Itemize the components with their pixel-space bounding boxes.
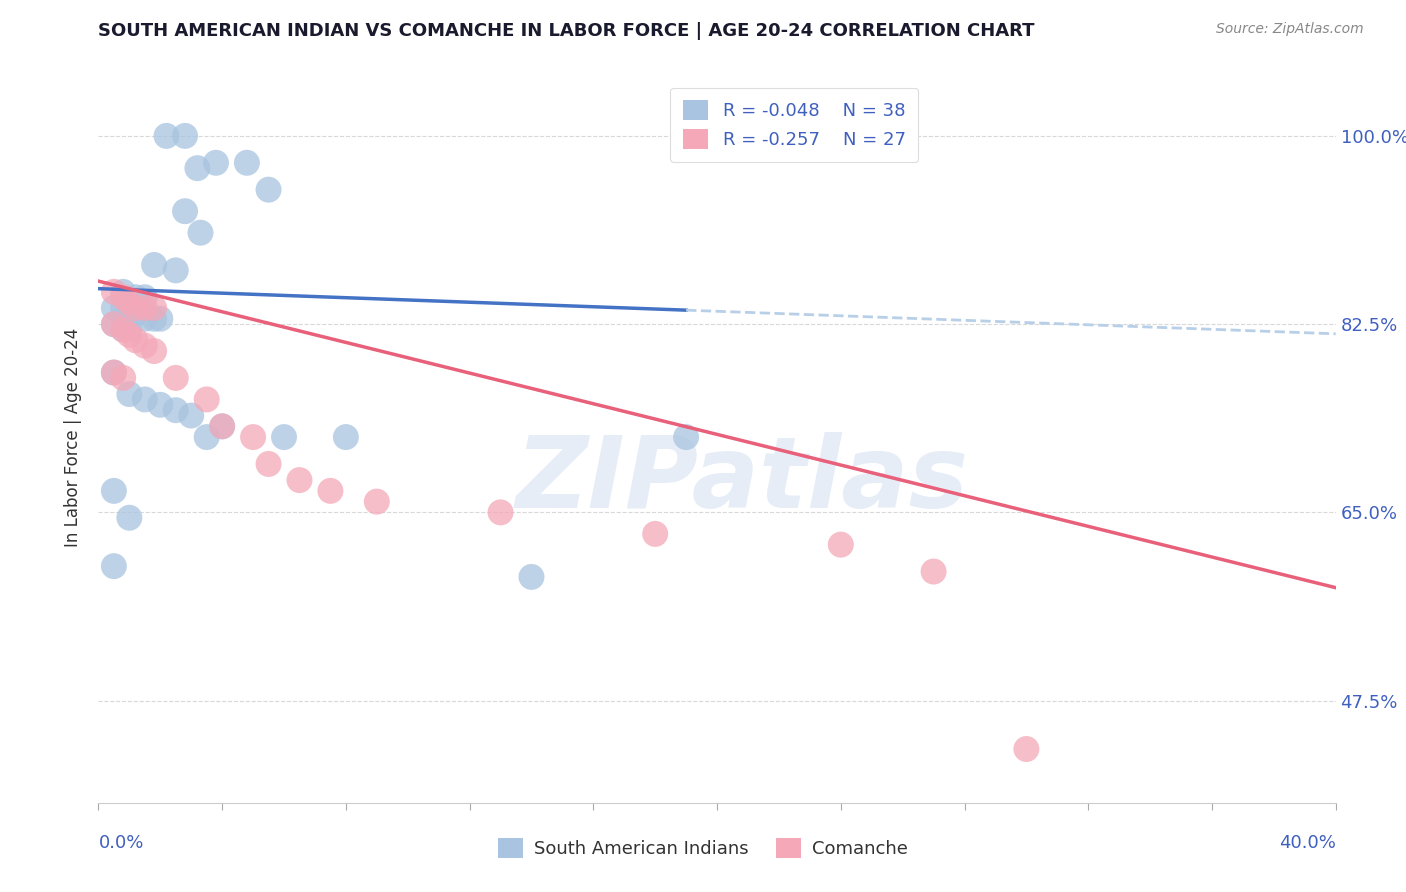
Point bbox=[143, 301, 166, 315]
Text: SOUTH AMERICAN INDIAN VS COMANCHE IN LABOR FORCE | AGE 20-24 CORRELATION CHART: SOUTH AMERICAN INDIAN VS COMANCHE IN LAB… bbox=[98, 22, 1035, 40]
Point bbox=[165, 403, 187, 417]
Point bbox=[273, 430, 295, 444]
Point bbox=[211, 419, 233, 434]
Point bbox=[118, 322, 141, 336]
Point bbox=[520, 570, 543, 584]
Point bbox=[103, 317, 125, 331]
Legend: South American Indians, Comanche: South American Indians, Comanche bbox=[491, 830, 915, 865]
Point bbox=[149, 311, 172, 326]
Point bbox=[257, 457, 280, 471]
Text: 40.0%: 40.0% bbox=[1279, 834, 1336, 852]
Point bbox=[112, 285, 135, 299]
Point bbox=[118, 327, 141, 342]
Point bbox=[124, 333, 146, 347]
Point bbox=[134, 392, 156, 407]
Point bbox=[489, 505, 512, 519]
Point bbox=[143, 344, 166, 359]
Point bbox=[675, 430, 697, 444]
Point bbox=[155, 128, 177, 143]
Point bbox=[103, 317, 125, 331]
Point bbox=[922, 565, 945, 579]
Point bbox=[165, 371, 187, 385]
Point bbox=[211, 419, 233, 434]
Point bbox=[644, 527, 666, 541]
Point bbox=[112, 322, 135, 336]
Point bbox=[165, 263, 187, 277]
Point bbox=[134, 311, 156, 326]
Point bbox=[134, 290, 156, 304]
Point bbox=[112, 322, 135, 336]
Point bbox=[124, 301, 146, 315]
Text: ZIPatlas: ZIPatlas bbox=[515, 433, 969, 530]
Legend: R = -0.048    N = 38, R = -0.257    N = 27: R = -0.048 N = 38, R = -0.257 N = 27 bbox=[671, 87, 918, 161]
Text: 0.0%: 0.0% bbox=[98, 834, 143, 852]
Point bbox=[195, 392, 218, 407]
Point bbox=[103, 366, 125, 380]
Point bbox=[190, 226, 212, 240]
Point bbox=[103, 285, 125, 299]
Point bbox=[124, 306, 146, 320]
Point bbox=[236, 156, 259, 170]
Point bbox=[134, 301, 156, 315]
Point bbox=[180, 409, 202, 423]
Point bbox=[124, 290, 146, 304]
Point bbox=[205, 156, 228, 170]
Point bbox=[103, 301, 125, 315]
Point bbox=[143, 258, 166, 272]
Point bbox=[174, 204, 197, 219]
Point bbox=[112, 301, 135, 315]
Point bbox=[335, 430, 357, 444]
Point bbox=[134, 339, 156, 353]
Point bbox=[149, 398, 172, 412]
Point bbox=[112, 290, 135, 304]
Point bbox=[366, 494, 388, 508]
Point bbox=[830, 538, 852, 552]
Point bbox=[174, 128, 197, 143]
Point bbox=[103, 483, 125, 498]
Point bbox=[118, 295, 141, 310]
Point bbox=[112, 371, 135, 385]
Point bbox=[195, 430, 218, 444]
Point bbox=[143, 311, 166, 326]
Point bbox=[118, 387, 141, 401]
Point bbox=[103, 559, 125, 574]
Point bbox=[118, 301, 141, 315]
Text: Source: ZipAtlas.com: Source: ZipAtlas.com bbox=[1216, 22, 1364, 37]
Point bbox=[319, 483, 342, 498]
Point bbox=[1015, 742, 1038, 756]
Point bbox=[186, 161, 208, 176]
Y-axis label: In Labor Force | Age 20-24: In Labor Force | Age 20-24 bbox=[65, 327, 83, 547]
Point bbox=[103, 366, 125, 380]
Point bbox=[118, 510, 141, 524]
Point bbox=[257, 183, 280, 197]
Point bbox=[288, 473, 311, 487]
Point bbox=[242, 430, 264, 444]
